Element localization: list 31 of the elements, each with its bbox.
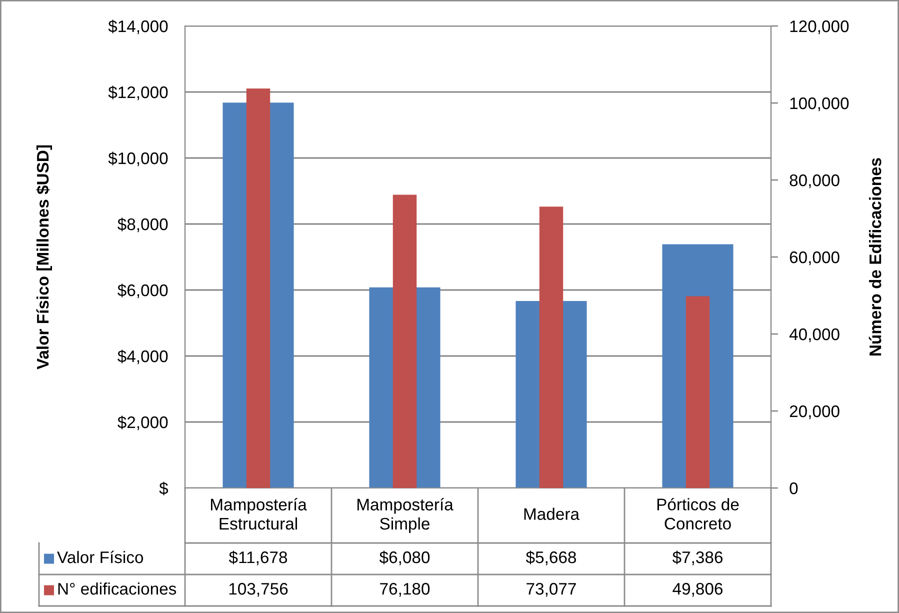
y2-axis-title: Número de Edificaciones: [868, 158, 882, 356]
y-tick-label: $12,000: [108, 86, 168, 100]
y2-tick-label: 60,000: [790, 251, 840, 266]
x-tick-label: Madera: [524, 508, 580, 520]
y2-tick-label: 0: [790, 482, 798, 494]
data-label: $5,668: [526, 550, 576, 566]
y2-tick-label: 100,000: [790, 97, 849, 112]
y-axis-title: Valor Físico [Millones $USD]: [36, 145, 52, 370]
data-label: $11,678: [228, 550, 288, 566]
x-tick-label: Mampostería Simple: [357, 498, 454, 533]
y-tick-label: $14,000: [108, 20, 168, 34]
y-tick-label: $4,000: [118, 350, 168, 364]
y2-tick-label: 20,000: [790, 405, 840, 420]
data-label: 49,806: [672, 582, 723, 597]
y-tick-label: $: [159, 482, 168, 496]
x-tick-label: Mampostería Estructural: [210, 498, 307, 530]
legend-label: Valor Físico: [57, 550, 144, 564]
data-label: 73,077: [526, 582, 576, 597]
legend-label: N° edificaciones: [58, 582, 176, 595]
data-label: $6,080: [379, 550, 430, 566]
y-tick-label: $8,000: [118, 218, 168, 232]
y-tick-label: $2,000: [118, 416, 168, 430]
y-tick-label: $6,000: [118, 284, 168, 298]
y2-tick-label: 80,000: [790, 174, 840, 188]
y-tick-label: $10,000: [108, 152, 168, 166]
data-label: $7,386: [672, 550, 723, 566]
x-tick-label: Pórticos de Concreto: [657, 498, 739, 530]
data-label: 76,180: [380, 582, 430, 597]
y2-tick-label: 120,000: [790, 20, 849, 34]
y2-tick-label: 40,000: [789, 328, 840, 342]
data-label: 103,756: [229, 582, 288, 597]
